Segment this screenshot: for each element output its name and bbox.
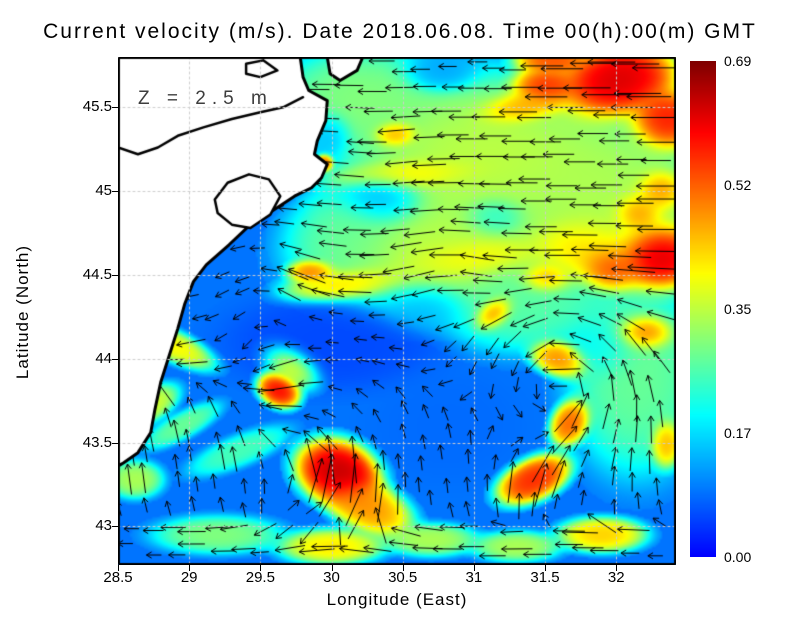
x-tick-label: 29.5 — [245, 569, 275, 586]
velocity-field-canvas — [118, 57, 676, 565]
x-tick-mark — [402, 565, 404, 571]
colorbar-tick-label: 0.52 — [724, 177, 752, 193]
x-tick-mark — [189, 565, 191, 571]
y-tick-mark — [112, 274, 118, 276]
colorbar-tick-label: 0.35 — [724, 301, 752, 317]
x-tick-label: 31.5 — [530, 569, 560, 586]
y-axis-label: Latitude (North) — [13, 244, 32, 380]
x-tick-label: 29 — [180, 569, 198, 586]
x-tick-mark — [331, 565, 333, 571]
colorbar-tick-label: 0.69 — [724, 53, 752, 69]
x-tick-mark — [545, 565, 547, 571]
y-tick-label: 44.5 — [82, 265, 112, 283]
x-tick-mark — [260, 565, 262, 571]
y-tick-label: 43 — [95, 517, 112, 535]
depth-annotation: Z = 2.5 m — [138, 88, 273, 109]
y-tick-mark — [112, 358, 118, 360]
y-tick-mark — [112, 191, 118, 193]
x-tick-label: 30.5 — [388, 569, 418, 586]
y-tick-label: 44 — [95, 349, 112, 367]
x-tick-mark — [118, 565, 119, 571]
colorbar — [690, 61, 716, 557]
y-tick-label: 45 — [95, 182, 112, 200]
chart-title: Current velocity (m/s). Date 2018.06.08.… — [43, 20, 757, 43]
plot-area: Z = 2.5 m — [118, 57, 676, 565]
x-axis-label: Longitude (East) — [326, 590, 468, 609]
y-tick-mark — [112, 442, 118, 444]
x-tick-label: 32 — [607, 569, 625, 586]
x-tick-label: 31 — [465, 569, 483, 586]
y-tick-label: 43.5 — [82, 433, 112, 451]
colorbar-tick-label: 0.17 — [724, 425, 752, 441]
x-tick-mark — [473, 565, 475, 571]
x-tick-label: 30 — [323, 569, 340, 586]
x-tick-label: 28.5 — [103, 569, 133, 586]
y-tick-mark — [112, 526, 118, 528]
colorbar-tick-label: 0.00 — [724, 549, 752, 565]
x-tick-mark — [616, 565, 618, 571]
y-tick-label: 45.5 — [82, 98, 112, 116]
y-tick-mark — [112, 107, 118, 109]
